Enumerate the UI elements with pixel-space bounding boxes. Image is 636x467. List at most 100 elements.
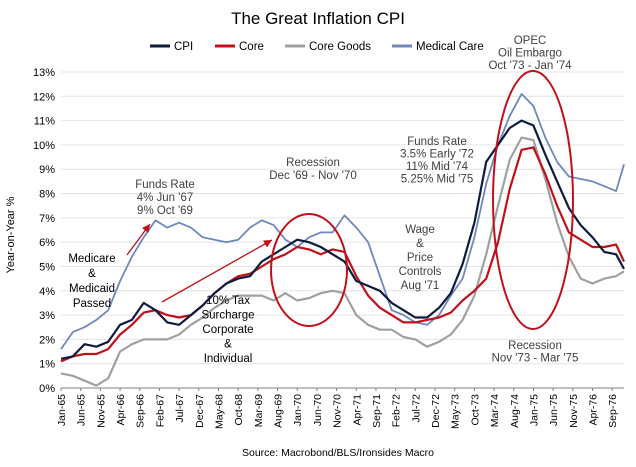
annotation-line: Individual	[204, 353, 253, 365]
x-tick-label: Jun-75	[548, 394, 560, 426]
annotation-line: 4% Jun '67	[137, 192, 194, 204]
annotation-opec: OPEC Oil Embargo Oct '73 - Jan '74	[488, 35, 572, 72]
annotation-line: &	[416, 238, 424, 250]
x-tick-label: Mar-74	[489, 394, 501, 427]
tax-surcharge-arrow-head	[263, 240, 272, 248]
x-tick-label: Apr-66	[115, 394, 127, 426]
y-tick-label: 13%	[33, 67, 55, 79]
series-line-cpi	[60, 119, 625, 360]
annotation-line: OPEC	[514, 35, 547, 47]
annotation-line: Surcharge	[201, 310, 254, 322]
legend: CPI Core Core Goods Medical Care	[150, 41, 484, 53]
y-axis-label: Year-on-Year %	[5, 196, 17, 273]
annotation-line: 3.5% Early '72	[400, 149, 474, 161]
y-tick-label: 5%	[39, 261, 55, 273]
annotation-line: 9% Oct '69	[137, 205, 193, 217]
y-tick-label: 10%	[33, 140, 55, 152]
x-tick-label: Sep-76	[607, 394, 619, 428]
x-tick-label: Dec-72	[430, 394, 442, 428]
y-tick-label: 0%	[39, 383, 55, 395]
chart-title: The Great Inflation CPI	[231, 9, 405, 28]
y-tick-label: 9%	[39, 164, 55, 176]
x-tick-label: Dec-67	[194, 394, 206, 428]
annotation-wage-price: Wage & Price Controls Aug '71	[399, 224, 442, 292]
x-tick-label: Jul-67	[174, 394, 186, 423]
annotation-tax-surcharge: 10% Tax Surcharge Corporate & Individual	[201, 295, 254, 365]
x-tick-label: Nov-75	[568, 394, 580, 428]
x-tick-label: Apr-76	[588, 394, 600, 426]
x-tick-label: Aug-74	[509, 394, 521, 428]
x-tick-label: Feb-67	[154, 394, 166, 427]
x-tick-label: May-68	[213, 394, 225, 429]
annotation-line: Nov '73 - Mar '75	[492, 353, 579, 365]
y-tick-label: 3%	[39, 310, 55, 322]
x-tick-label: Jun-70	[312, 394, 324, 426]
x-tick-label: Mar-69	[253, 394, 265, 427]
annotation-line: Controls	[399, 266, 442, 278]
annotation-line: Wage	[405, 224, 435, 236]
x-tick-label: May-73	[450, 394, 462, 429]
y-tick-label: 7%	[39, 213, 55, 225]
x-tick-label: Oct-68	[233, 394, 245, 426]
x-tick-label: Sep-71	[371, 394, 383, 428]
x-tick-label: Nov-70	[332, 394, 344, 428]
annotation-line: Dec '69 - Nov '70	[269, 170, 357, 182]
y-tick-label: 2%	[39, 334, 55, 346]
annotation-line: 11% Mid '74	[406, 161, 469, 173]
oil-embargo-ellipse	[492, 70, 574, 330]
annotation-line: Passed	[73, 298, 111, 310]
annotation-line: Recession	[508, 340, 562, 352]
y-tick-label: 12%	[33, 91, 55, 103]
annotation-line: &	[224, 339, 232, 351]
x-tick-label: Feb-72	[391, 394, 403, 427]
annotation-line: Aug '71	[401, 280, 440, 292]
recession-1969-ellipse	[270, 213, 348, 327]
tax-surcharge-arrow	[161, 239, 273, 303]
x-tick-label: Jan-65	[56, 394, 68, 426]
y-tick-label: 8%	[39, 189, 55, 201]
y-axis: 0% 1% 2% 3% 4% 5% 6% 7% 8% 9% 10% 11% 12% 13%	[33, 67, 55, 395]
y-tick-label: 6%	[39, 237, 55, 249]
x-tick-label: Apr-71	[351, 394, 363, 426]
annotation-line: &	[88, 268, 96, 280]
y-tick-label: 4%	[39, 286, 55, 298]
annotation-line: Oct '73 - Jan '74	[488, 60, 572, 72]
legend-label: Core Goods	[309, 41, 371, 53]
x-tick-label: Jul-72	[410, 394, 422, 423]
grid	[61, 71, 624, 389]
annotation-line: 5.25% Mid '75	[401, 174, 474, 186]
annotation-funds-rate-1972: Funds Rate 3.5% Early '72 11% Mid '74 5.25%…	[400, 136, 474, 186]
x-tick-label: Oct-73	[469, 394, 481, 426]
legend-label: CPI	[174, 41, 193, 53]
annotation-line: Funds Rate	[407, 136, 466, 148]
annotation-arrows	[126, 223, 273, 303]
annotation-line: Funds Rate	[135, 179, 194, 191]
x-tick-label: Jan-70	[292, 394, 304, 426]
legend-label: Medical Care	[416, 41, 484, 53]
x-axis: Jan-65 Jun-65 Nov-65 Apr-66 Sep-66 Feb-67 Jul-…	[56, 387, 624, 429]
medicare-arrow-head	[142, 224, 150, 233]
annotation-line: Medicaid	[69, 283, 115, 295]
legend-label: Core	[239, 41, 264, 53]
x-tick-label: Sep-66	[135, 394, 147, 428]
annotation-line: 10% Tax	[206, 295, 250, 307]
annotation-line: Medicare	[68, 253, 115, 265]
y-tick-label: 1%	[39, 359, 55, 371]
y-tick-label: 11%	[34, 116, 55, 128]
annotation-funds-rate-1967: Funds Rate 4% Jun '67 9% Oct '69	[135, 179, 194, 217]
annotation-line: Recession	[286, 157, 340, 169]
series-line-medical-care	[60, 93, 625, 350]
annotation-recession-1969: Recession Dec '69 - Nov '70	[269, 157, 357, 182]
x-tick-label: Jan-75	[528, 394, 540, 426]
x-tick-label: Nov-65	[95, 394, 107, 428]
annotation-line: Price	[407, 252, 433, 264]
x-tick-label: Jun-65	[76, 394, 88, 426]
highlight-ellipses	[270, 70, 574, 330]
annotation-recession-1973: Recession Nov '73 - Mar '75	[492, 340, 579, 365]
x-tick-label: Aug-69	[273, 394, 285, 428]
annotation-line: Oil Embargo	[498, 48, 562, 60]
annotation-medicare: Medicare & Medicaid Passed	[68, 253, 115, 310]
